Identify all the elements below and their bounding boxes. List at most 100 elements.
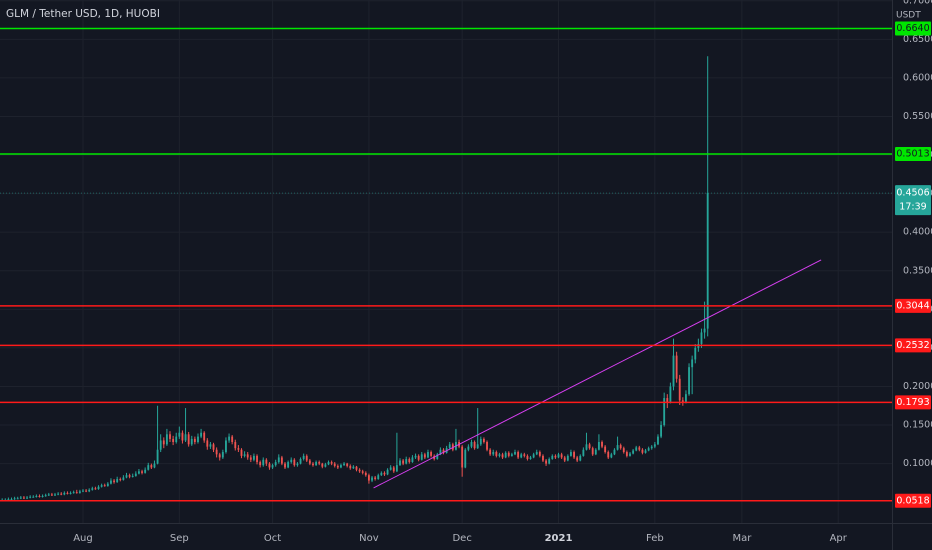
candle-body (436, 454, 439, 459)
level-label-box (895, 338, 931, 353)
candle-body (532, 454, 535, 458)
candle-body (355, 466, 358, 470)
candle-body (284, 463, 286, 468)
candle-body (520, 454, 523, 458)
candle-body (703, 328, 706, 333)
candle-body (110, 480, 112, 484)
candle-body (50, 494, 53, 496)
candle-body (383, 472, 386, 475)
candle-body (330, 462, 333, 464)
candle-body (141, 471, 143, 473)
axes: 0.10000.15000.20000.25000.30000.35000.40… (73, 0, 932, 544)
candle-body (563, 457, 566, 461)
candle-body (240, 449, 243, 456)
candle-body (131, 475, 134, 477)
candle-body (361, 471, 364, 473)
candle-body (340, 465, 342, 468)
candle-body (585, 444, 588, 450)
candle-body (29, 496, 32, 498)
candle-body (694, 347, 697, 360)
candle-body (169, 434, 171, 439)
candle-body (119, 479, 122, 481)
candle-body (700, 332, 703, 345)
candle-body (349, 465, 352, 469)
candle-body (647, 448, 650, 451)
candle-body (538, 452, 541, 456)
candle-body (262, 459, 265, 466)
candle-body (473, 442, 476, 449)
candle-body (408, 458, 411, 463)
candle-body (280, 457, 283, 464)
candle-body (638, 447, 641, 450)
candle-body (573, 452, 575, 458)
candle-body (91, 488, 94, 490)
candle-body (47, 494, 50, 496)
candle-body (619, 445, 622, 449)
candle-body (526, 455, 529, 459)
candle-body (209, 444, 212, 447)
candle-body (672, 355, 675, 387)
candle-body (629, 453, 631, 456)
candle-body (237, 448, 240, 450)
candle-body (324, 464, 327, 467)
candle-body (78, 491, 81, 493)
candle-body (82, 490, 84, 492)
x-tick-label: 2021 (545, 533, 573, 544)
candle-body (660, 425, 663, 437)
candle-body (243, 454, 246, 456)
candle-body (153, 463, 156, 468)
candle-body (72, 492, 75, 494)
candle-body (197, 436, 199, 443)
candle-body (116, 479, 119, 483)
candle-body (268, 463, 271, 468)
grid (0, 0, 892, 523)
candle-body (277, 457, 280, 463)
candle-body (380, 472, 383, 476)
candle-body (318, 462, 321, 464)
candle-body (97, 486, 100, 490)
candle-body (582, 449, 585, 456)
candle-body (430, 452, 433, 456)
candle-body (632, 450, 635, 454)
candle-body (675, 355, 678, 379)
candle-body (122, 477, 125, 480)
candle-body (172, 438, 175, 443)
candle-body (414, 455, 417, 458)
candle-body (650, 446, 653, 449)
candle-body (128, 475, 131, 477)
candle-body (616, 445, 619, 450)
candle-body (417, 455, 420, 460)
candle-body (75, 492, 78, 494)
candle-body (405, 458, 408, 464)
candle-body (467, 446, 470, 450)
candle-body (542, 455, 544, 461)
candle-body (336, 465, 339, 468)
candle-body (411, 457, 414, 463)
candle-body (610, 454, 613, 458)
candle-body (374, 477, 377, 480)
candle-body (588, 444, 591, 449)
candle-body (495, 452, 498, 456)
candle-body (54, 494, 56, 496)
candle-body (666, 398, 669, 402)
candle-body (290, 459, 293, 463)
candle-body (523, 454, 526, 456)
level-label: 0.1793 (896, 397, 929, 408)
level-label-box (895, 298, 931, 313)
candle-body (57, 493, 60, 495)
candle-body (371, 477, 373, 481)
candle-body (134, 473, 137, 476)
candle-body (305, 455, 308, 461)
candle-body (501, 454, 504, 458)
candle-body (85, 490, 88, 492)
candle-body (190, 438, 193, 445)
candle-body (22, 497, 25, 499)
candle-body (181, 432, 184, 441)
candle-body (321, 463, 324, 467)
candle-body (302, 455, 305, 459)
candle-body (681, 400, 684, 402)
